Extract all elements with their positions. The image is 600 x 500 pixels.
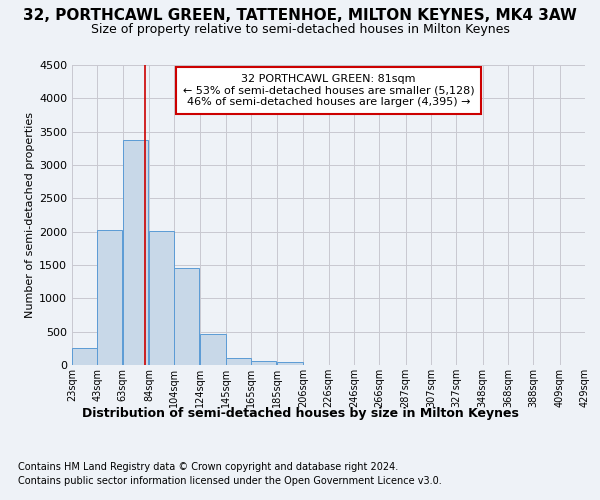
Text: Contains public sector information licensed under the Open Government Licence v3: Contains public sector information licen… <box>18 476 442 486</box>
Bar <box>97 230 122 365</box>
Text: 32, PORTHCAWL GREEN, TATTENHOE, MILTON KEYNES, MK4 3AW: 32, PORTHCAWL GREEN, TATTENHOE, MILTON K… <box>23 8 577 22</box>
Bar <box>226 358 251 365</box>
Bar <box>122 140 148 365</box>
Text: 32 PORTHCAWL GREEN: 81sqm    
← 53% of semi-detached houses are smaller (5,128)
: 32 PORTHCAWL GREEN: 81sqm ← 53% of semi-… <box>182 74 475 107</box>
Y-axis label: Number of semi-detached properties: Number of semi-detached properties <box>25 112 35 318</box>
Text: Contains HM Land Registry data © Crown copyright and database right 2024.: Contains HM Land Registry data © Crown c… <box>18 462 398 472</box>
Bar <box>149 231 174 365</box>
Text: Size of property relative to semi-detached houses in Milton Keynes: Size of property relative to semi-detach… <box>91 22 509 36</box>
Text: Distribution of semi-detached houses by size in Milton Keynes: Distribution of semi-detached houses by … <box>82 408 518 420</box>
Bar <box>175 268 199 365</box>
Bar <box>277 362 302 365</box>
Bar <box>72 348 97 365</box>
Bar <box>251 362 276 365</box>
Bar <box>200 334 226 365</box>
